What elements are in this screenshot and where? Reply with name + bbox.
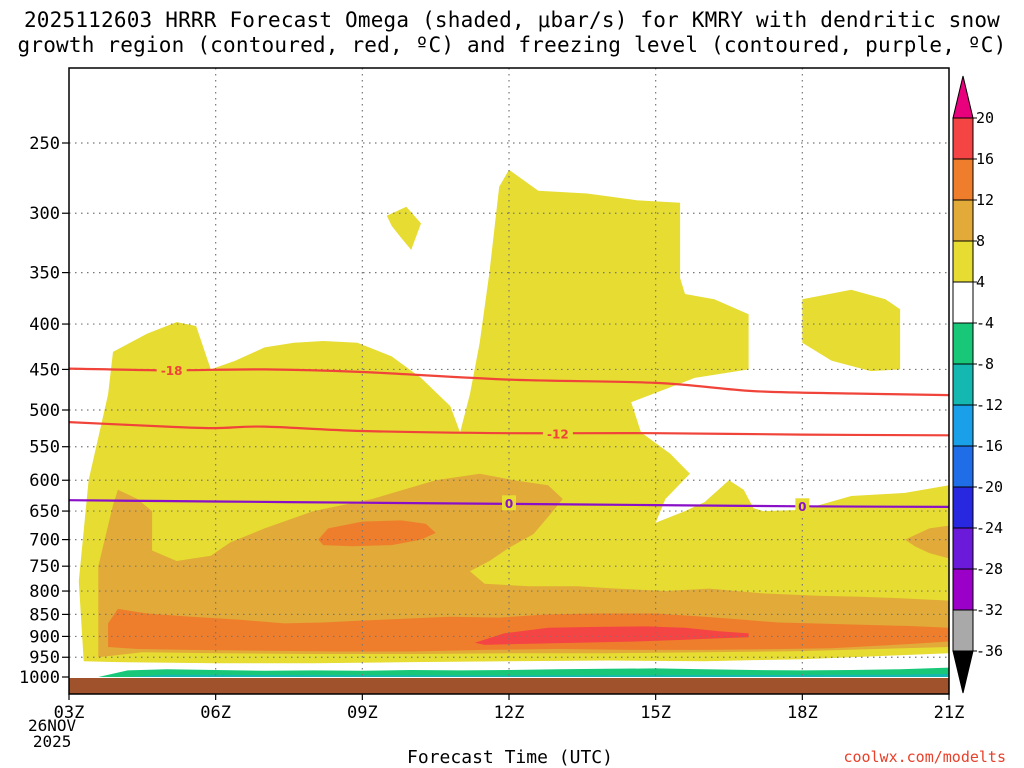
colorbar-segment xyxy=(952,363,974,406)
colorbar-segment xyxy=(952,445,974,488)
colorbar-segment xyxy=(952,527,974,570)
y-tick-label: 900 xyxy=(29,627,60,647)
colorbar-segment xyxy=(952,609,974,652)
contour--18 xyxy=(69,367,949,397)
x-tick-label: 15Z xyxy=(640,703,671,723)
colorbar-tick-label: 4 xyxy=(976,273,985,291)
colorbar-segment xyxy=(952,404,974,447)
contour-label-bg xyxy=(502,495,516,511)
contour-label-bg xyxy=(156,362,187,378)
contour-label: 0 xyxy=(798,500,806,514)
chart-title: 2025112603 HRRR Forecast Omega (shaded, … xyxy=(0,8,1024,58)
colorbar-segment xyxy=(952,158,974,201)
colorbar-tick-label: -36 xyxy=(976,642,1003,660)
y-tick-label: 250 xyxy=(29,134,60,154)
contour-label-bg xyxy=(795,498,810,514)
x-axis: 03Z 06Z 09Z 12Z 15Z 18Z 21Z xyxy=(54,694,965,723)
title-line-2: growth region (contoured, red, ºC) and f… xyxy=(17,33,1007,57)
contour--12 xyxy=(69,421,949,437)
y-tick-label: 500 xyxy=(29,401,60,421)
colorbar-segment xyxy=(952,199,974,242)
omega-region--12--8 xyxy=(127,673,949,677)
y-tick-label: 400 xyxy=(29,315,60,335)
x-tick-label: 21Z xyxy=(934,703,965,723)
colorbar-tick-label: -16 xyxy=(976,437,1003,455)
colorbar-segment xyxy=(952,240,974,283)
y-tick-label: 450 xyxy=(29,360,60,380)
title-line-1: 2025112603 HRRR Forecast Omega (shaded, … xyxy=(23,8,1001,32)
x-tick-label: 12Z xyxy=(494,703,525,723)
y-tick-label: 300 xyxy=(29,204,60,224)
omega-region-8-12 xyxy=(98,473,949,658)
ground-band xyxy=(69,678,949,694)
credit-link[interactable]: coolwx.com/modelts xyxy=(843,748,1006,766)
colorbar-arrow-bottom xyxy=(952,650,974,694)
y-axis: 2503003504004505005506006507007508008509… xyxy=(19,134,69,688)
colorbar-tick-label: 16 xyxy=(976,150,994,168)
colorbar-segment xyxy=(952,281,974,324)
y-tick-label: 350 xyxy=(29,264,60,284)
contour-label: 0 xyxy=(505,497,513,511)
colorbar-tick-label: 20 xyxy=(976,109,994,127)
omega-region-4-8 xyxy=(386,206,421,250)
colorbar-tick-label: -4 xyxy=(976,314,994,332)
x-tick-label: 18Z xyxy=(787,703,818,723)
y-tick-label: 650 xyxy=(29,502,60,522)
contour-label: -12 xyxy=(547,427,569,441)
colorbar-tick-label: 8 xyxy=(976,232,985,250)
x-tick-label: 06Z xyxy=(200,703,231,723)
y-tick-label: 600 xyxy=(29,471,60,491)
colorbar-tick-label: -32 xyxy=(976,601,1003,619)
y-tick-label: 700 xyxy=(29,531,60,551)
y-tick-label: 800 xyxy=(29,582,60,602)
x-tick-label: 09Z xyxy=(347,703,378,723)
colorbar-tick-label: -8 xyxy=(976,355,994,373)
omega-region--8--4 xyxy=(98,667,949,677)
y-tick-label: 1000 xyxy=(19,668,60,688)
contour-label: -18 xyxy=(161,364,183,378)
omega-region-8-12 xyxy=(905,525,949,559)
colorbar-segment xyxy=(952,117,974,160)
colorbar-tick-label: -12 xyxy=(976,396,1003,414)
y-tick-label: 550 xyxy=(29,438,60,458)
omega-region-4-8 xyxy=(802,289,901,372)
colorbar-segment xyxy=(952,568,974,611)
y-tick-label: 750 xyxy=(29,557,60,577)
colorbar-tick-label: -28 xyxy=(976,560,1003,578)
colorbar-tick-label: -20 xyxy=(976,478,1003,496)
colorbar-arrow-top xyxy=(952,75,974,119)
date-label: 26NOV 2025 xyxy=(28,718,76,750)
y-tick-label: 950 xyxy=(29,648,60,668)
omega-region-16-20 xyxy=(474,626,749,645)
colorbar-tick-label: -24 xyxy=(976,519,1003,537)
colorbar-segment xyxy=(952,322,974,365)
contour-labels: -18 -12 0 0 xyxy=(156,362,810,514)
colorbar-segment xyxy=(952,486,974,529)
colorbar-tick-label: 12 xyxy=(976,191,994,209)
omega-region-12-16 xyxy=(108,608,949,652)
colorbar: 20 16 12 8 4 -4 -8 -12 -16 -20 -24 -28 -32 -36 xyxy=(952,75,1003,694)
date-day: 26NOV xyxy=(28,716,77,735)
x-tick-label: 03Z xyxy=(54,703,85,723)
omega-shading xyxy=(78,169,949,677)
contour-label-bg xyxy=(542,425,573,441)
x-axis-label: Forecast Time (UTC) xyxy=(407,747,613,768)
y-tick-label: 850 xyxy=(29,605,60,625)
date-year: 2025 xyxy=(32,732,72,751)
